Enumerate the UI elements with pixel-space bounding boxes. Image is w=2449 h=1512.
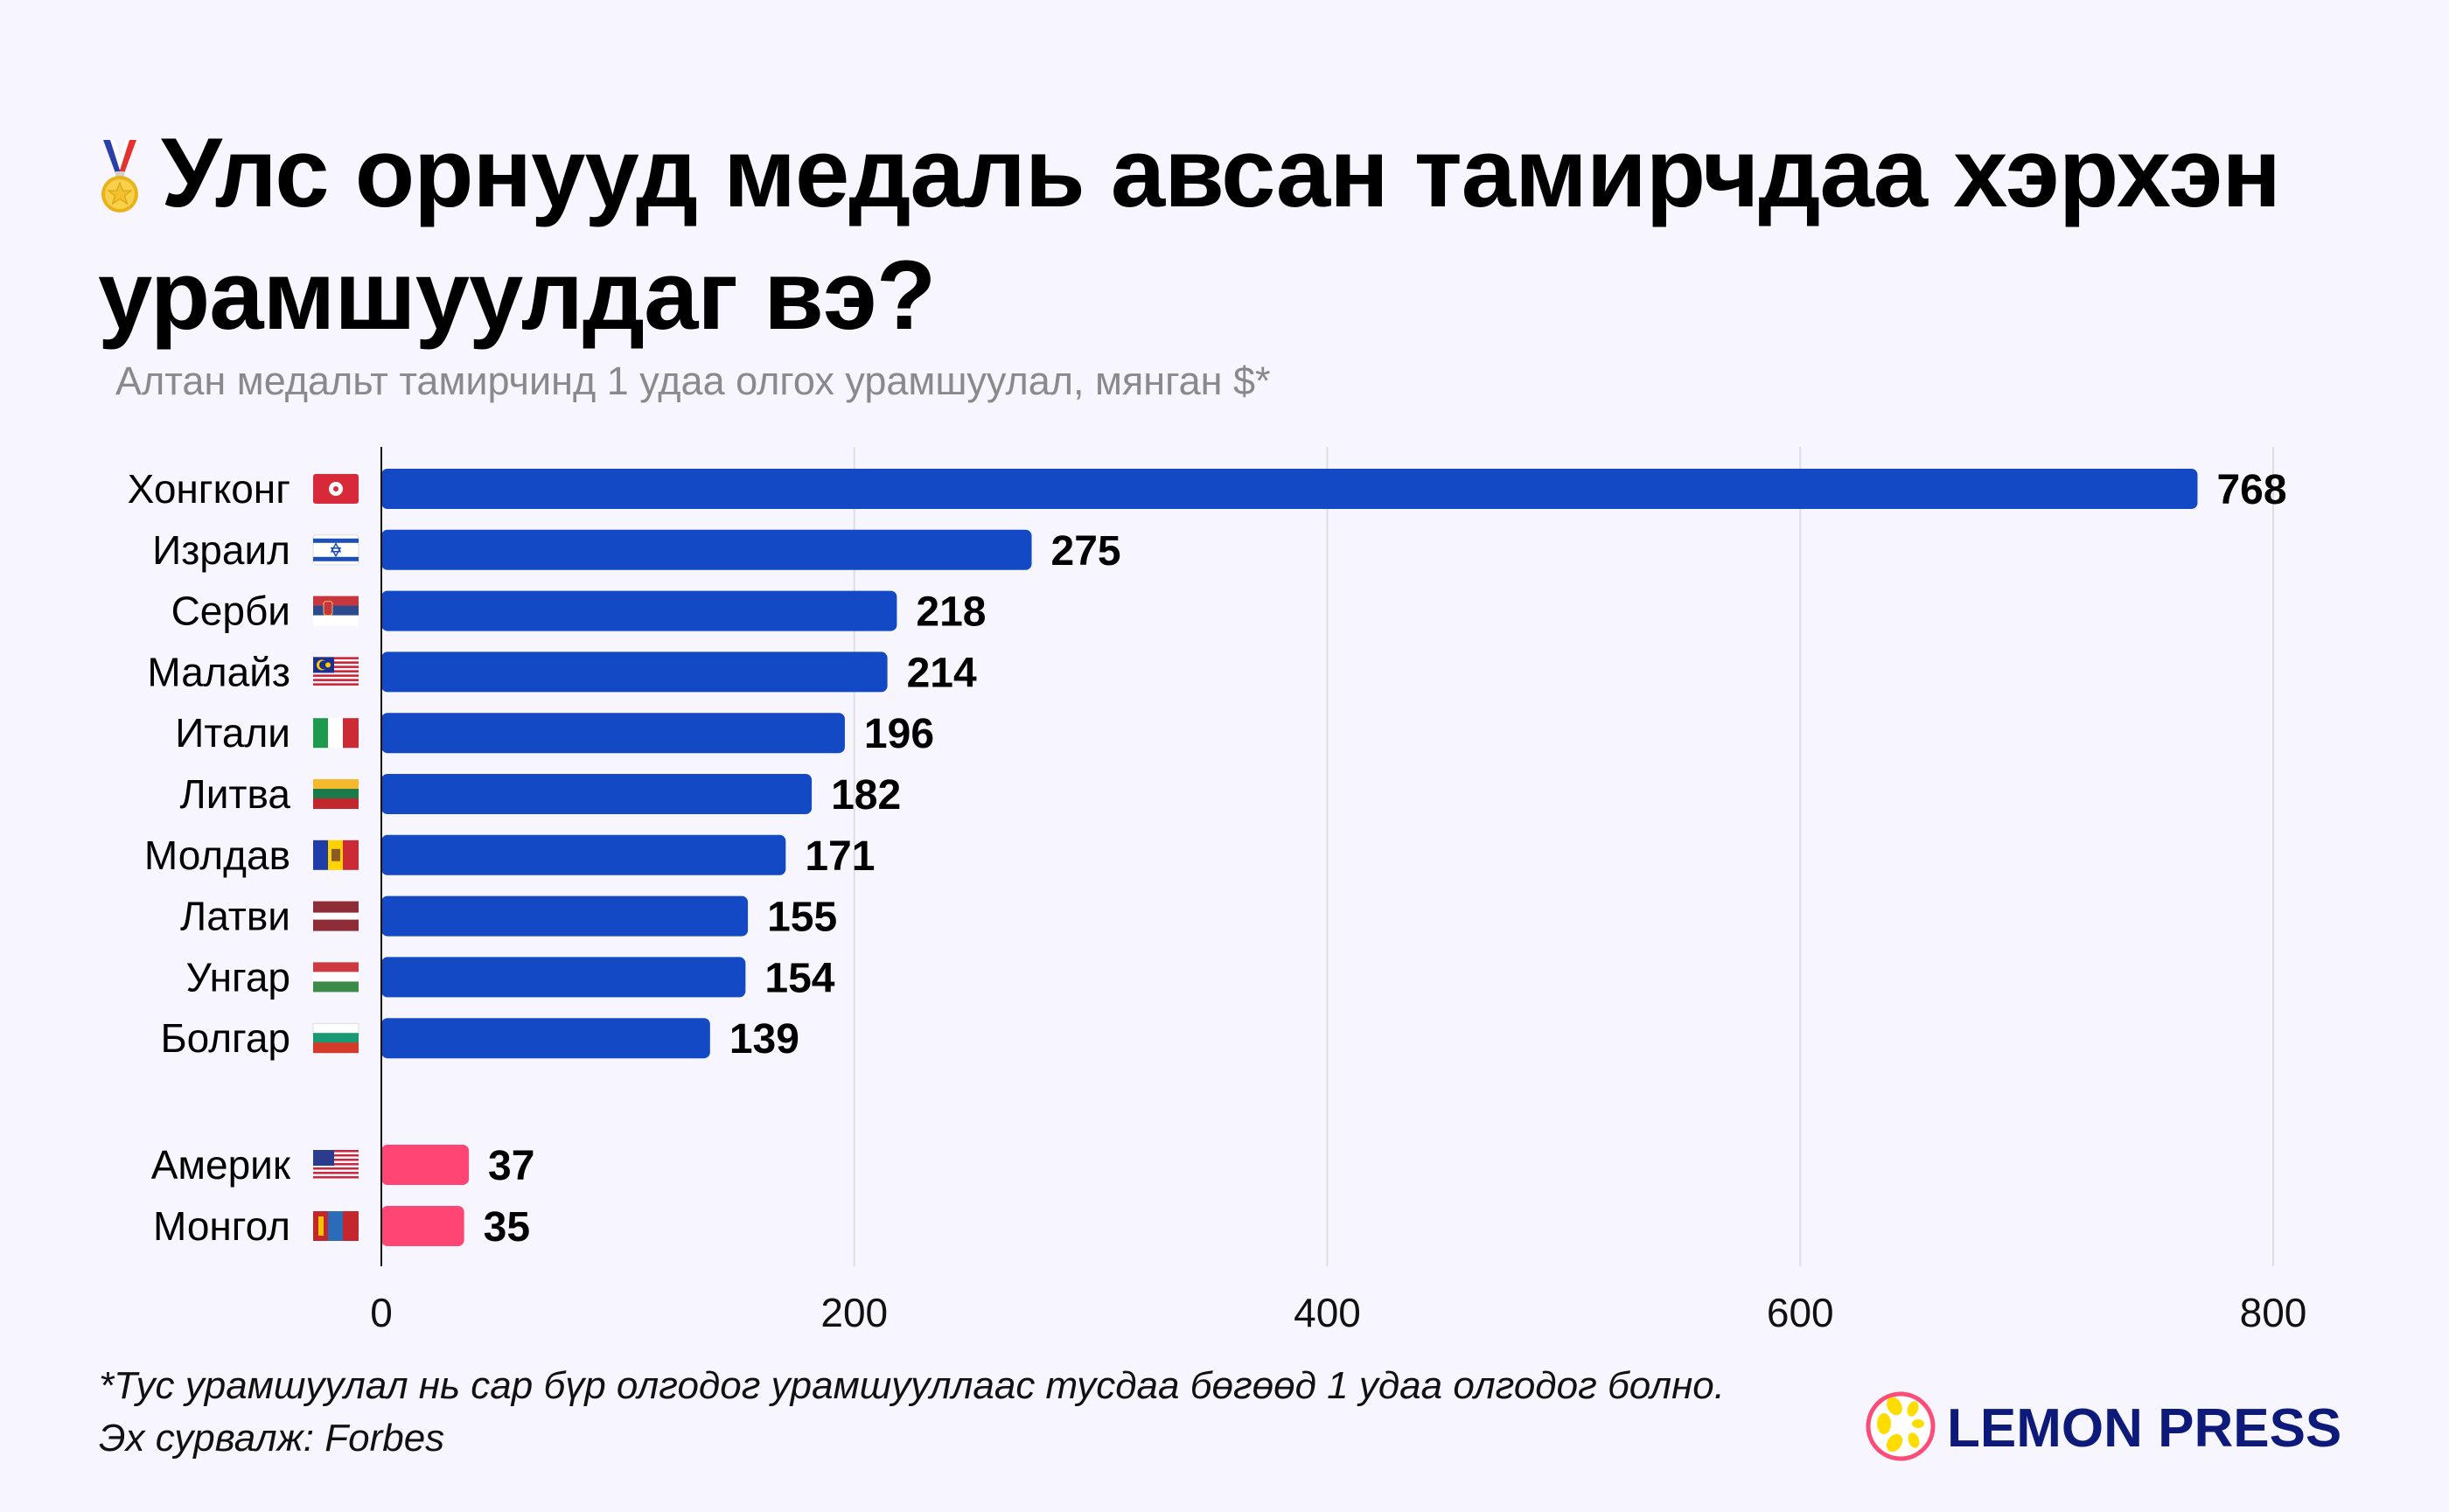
footnote: *Тус урамшуулал нь сар бүр олгодог урамш… (99, 1364, 1725, 1407)
value-label: 155 (767, 895, 837, 941)
flag-latvia-icon (313, 901, 359, 931)
category-label: Серби (171, 589, 290, 634)
bar (381, 469, 2198, 509)
x-tick-label: 0 (370, 1290, 393, 1335)
chart-title: Улс орнууд медаль авсан тамирчдаа хэрхэн… (98, 112, 2416, 357)
category-label: Молдав (144, 833, 290, 878)
bar (381, 774, 813, 814)
value-label: 196 (864, 711, 934, 757)
bar (381, 957, 746, 998)
flag-israel-icon (312, 534, 359, 566)
value-label: 214 (907, 650, 977, 696)
lemon-press-logo: LEMON PRESS (1865, 1390, 2341, 1467)
x-tick-label: 800 (2240, 1290, 2307, 1335)
flag-hong-kong-icon (313, 474, 359, 504)
value-label: 37 (488, 1143, 534, 1189)
category-label: Литва (180, 771, 291, 817)
value-label: 139 (729, 1016, 799, 1063)
flag-hungary-icon (313, 962, 359, 993)
bar (381, 1206, 464, 1246)
category-label: Унгар (186, 954, 291, 1000)
bar (381, 651, 888, 693)
category-label: Малайз (147, 649, 290, 694)
value-label: 218 (916, 589, 986, 636)
flag-usa-icon (313, 1150, 359, 1179)
source: Эх сурвалж: Forbes (99, 1417, 445, 1460)
flag-serbia-icon (313, 596, 359, 626)
bar (381, 834, 786, 875)
flag-mongolia-icon (313, 1211, 359, 1241)
bar (381, 1145, 470, 1185)
x-tick-label: 200 (820, 1290, 888, 1335)
bars (381, 469, 2198, 1246)
value-label: 154 (764, 955, 834, 1001)
lemon-slice-icon (1865, 1390, 1936, 1467)
flag-moldova-icon (313, 840, 359, 870)
logo-text: LEMON PRESS (1947, 1398, 2342, 1459)
category-label: Латви (180, 894, 290, 939)
value-label: 171 (805, 833, 875, 880)
category-label: Итали (175, 710, 290, 756)
flag-lithuania-icon (313, 779, 359, 809)
footer: *Тус урамшуулал нь сар бүр олгодог урамш… (99, 1360, 1725, 1465)
value-label: 182 (831, 772, 901, 819)
value-label: 35 (484, 1204, 530, 1251)
category-label: Америк (151, 1142, 291, 1188)
title-line-1: Улс орнууд медаль авсан тамирчдаа хэрхэн (161, 118, 2281, 227)
flag-malaysia-icon (313, 657, 359, 686)
flag-bulgaria-icon (312, 1022, 359, 1054)
gridlines (853, 447, 2274, 1266)
flags (312, 474, 359, 1241)
category-labels: Хонгконг Израил Серби Малайз Итали Литва Молда… (128, 466, 291, 1249)
category-label: Израил (152, 527, 290, 573)
category-label: Болгар (160, 1015, 290, 1061)
x-tick-label: 600 (1767, 1290, 1834, 1335)
chart-subtitle: Алтан медальт тамирчинд 1 удаа олгох ура… (115, 359, 1271, 403)
medal-icon (98, 121, 142, 213)
bar (381, 1018, 710, 1059)
bar (381, 590, 897, 631)
value-label: 768 (2216, 467, 2286, 513)
category-label: Хонгконг (128, 466, 290, 512)
bar (381, 713, 845, 754)
title-line-2: урамшуулдаг вэ? (98, 240, 936, 350)
bar (381, 529, 1032, 570)
value-labels: 768 275 218 214 196 182 171 155 154 139 37 35 (484, 467, 2287, 1251)
category-label: Монгол (153, 1203, 290, 1249)
x-tick-label: 400 (1294, 1290, 1361, 1335)
flag-italy-icon (313, 718, 359, 749)
value-label: 275 (1051, 528, 1121, 575)
bar (381, 895, 749, 937)
x-axis-ticks: 0 200 400 600 800 (370, 1290, 2306, 1335)
